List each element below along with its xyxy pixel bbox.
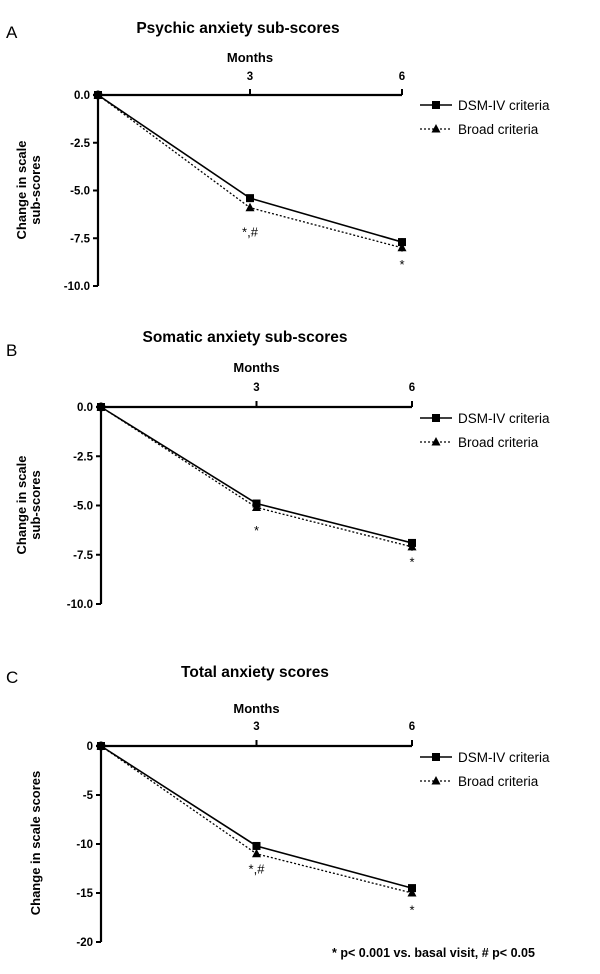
data-point-square (246, 194, 254, 203)
origin-point (96, 402, 106, 412)
significance-marker: * (409, 555, 414, 570)
panel-letter: C (6, 668, 18, 687)
y-tick-label: -7.5 (73, 550, 93, 562)
y-tick-label: -10 (76, 839, 93, 851)
x-tick-label: 3 (253, 721, 259, 733)
chart-panel: C Total anxiety scores Months 3 6 0 -5 -10 -15 -2… (6, 664, 550, 949)
legend-marker-triangle (431, 124, 441, 133)
legend-label: DSM-IV criteria (458, 411, 550, 426)
x-tick-label: 3 (247, 71, 253, 83)
significance-marker: * (254, 523, 259, 538)
significance-marker: *,# (242, 225, 259, 240)
y-tick-label: -2.5 (73, 451, 93, 463)
y-axis-label: Change in scale scores (28, 771, 43, 916)
legend-marker-triangle (431, 776, 441, 785)
y-axis-label: Change in scalesub-scores (14, 141, 43, 240)
x-axis-label: Months (233, 360, 279, 375)
y-axis-label-line: sub-scores (28, 470, 43, 539)
chart-panel: A Psychic anxiety sub-scores Months 3 6 0.0 -2… (6, 20, 550, 293)
data-point-triangle (407, 888, 417, 897)
significance-marker: * (399, 257, 404, 272)
origin-point (93, 90, 103, 100)
chart-panel: B Somatic anxiety sub-scores Months 3 6 0.0 -2… (6, 329, 550, 611)
y-tick-label: 0 (87, 741, 93, 753)
data-point-triangle (252, 502, 261, 511)
y-tick-label: -10.0 (67, 599, 93, 611)
data-point-triangle (252, 848, 261, 858)
y-tick-label: -10.0 (64, 281, 90, 293)
y-tick-label: 0.0 (74, 90, 90, 102)
y-tick-label: -5 (83, 790, 94, 802)
y-axis-label-line: Change in scale scores (28, 771, 43, 916)
y-axis-label-line: sub-scores (28, 155, 43, 224)
footnote: * p< 0.001 vs. basal visit, # p< 0.05 (332, 946, 535, 960)
y-tick-label: -20 (76, 937, 93, 949)
y-tick-label: -2.5 (70, 138, 90, 150)
legend-label: DSM-IV criteria (458, 750, 550, 765)
y-axis-label-line: Change in scale (14, 141, 29, 240)
significance-marker: * (409, 903, 414, 918)
footnote-text: * p< 0.001 vs. basal visit, # p< 0.05 (332, 946, 535, 960)
y-axis-label-line: Change in scale (14, 456, 29, 555)
legend-marker-square (432, 753, 440, 761)
legend-label: Broad criteria (458, 435, 539, 450)
x-tick-label: 6 (409, 382, 415, 394)
legend-label: DSM-IV criteria (458, 98, 550, 113)
origin-point (96, 741, 106, 751)
y-axis-label: Change in scalesub-scores (14, 456, 43, 555)
legend-label: Broad criteria (458, 122, 539, 137)
chart-title: Psychic anxiety sub-scores (136, 20, 339, 37)
significance-marker: *,# (249, 861, 266, 876)
chart-title: Total anxiety scores (181, 664, 329, 681)
data-point-triangle (407, 541, 417, 551)
panel-letter: A (6, 23, 18, 42)
panel-letter: B (6, 341, 17, 360)
x-tick-label: 6 (399, 71, 405, 83)
chart-title: Somatic anxiety sub-scores (142, 329, 347, 346)
legend-label: Broad criteria (458, 774, 539, 789)
legend-marker-square (432, 414, 440, 422)
y-tick-label: -15 (76, 888, 93, 900)
x-tick-label: 6 (409, 721, 415, 733)
x-axis-label: Months (233, 701, 279, 716)
x-tick-label: 3 (253, 382, 259, 394)
data-point-square (398, 238, 406, 247)
data-point-square (252, 841, 261, 850)
y-tick-label: -5.0 (73, 501, 93, 513)
y-tick-label: -7.5 (70, 233, 90, 245)
legend-marker-square (432, 101, 440, 109)
data-point-triangle (397, 242, 407, 252)
x-axis-label: Months (227, 50, 273, 65)
y-tick-label: -5.0 (70, 186, 90, 198)
y-tick-label: 0.0 (77, 402, 93, 414)
data-point-triangle (245, 202, 255, 212)
legend-marker-triangle (431, 437, 441, 446)
series-line (97, 94, 403, 243)
